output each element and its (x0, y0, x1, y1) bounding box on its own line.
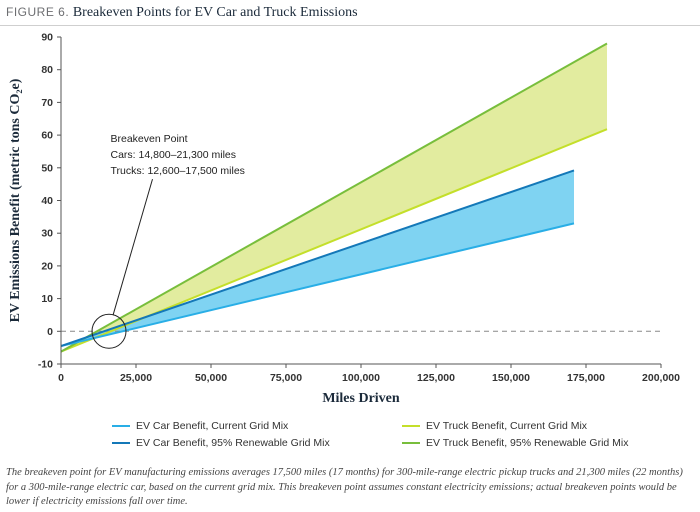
legend-label-car-renewable: EV Car Benefit, 95% Renewable Grid Mix (136, 437, 330, 449)
x-tick-label: 200,000 (642, 372, 680, 384)
legend-item-truck-current: EV Truck Benefit, Current Grid Mix (402, 420, 587, 432)
y-tick-label: 70 (41, 97, 53, 109)
legend-swatch-car-current (112, 425, 130, 427)
x-tick-label: 75,000 (270, 372, 302, 384)
annotation-cars: Cars: 14,800–21,300 miles (111, 149, 237, 161)
annotation-trucks: Trucks: 12,600–17,500 miles (111, 165, 245, 177)
y-tick-label: 60 (41, 130, 53, 142)
breakeven-circle (91, 313, 127, 349)
annotation-title: Breakeven Point (111, 133, 188, 145)
legend-swatch-truck-renewable (402, 442, 420, 444)
figure-label: FIGURE 6. (6, 5, 70, 19)
y-tick-label: 10 (41, 293, 53, 305)
y-axis-title: EV Emissions Benefit (metric tons CO₂e) (8, 78, 23, 322)
y-tick-label: 40 (41, 195, 53, 207)
breakeven-chart: -10 0 10 20 30 40 50 60 70 80 90 0 25,000 50,000 75,00… (8, 32, 680, 407)
series-line-truck-renewable (60, 42, 608, 353)
y-tick-label: 90 (41, 32, 53, 44)
figure-header: FIGURE 6. Breakeven Points for EV Car an… (6, 4, 358, 21)
x-tick-label: 175,000 (567, 372, 605, 384)
legend-label-truck-current: EV Truck Benefit, Current Grid Mix (426, 420, 588, 432)
y-tick-label: 20 (41, 260, 53, 272)
x-tick-label: 0 (58, 372, 64, 384)
y-tick-label: -10 (38, 359, 53, 371)
y-tick-label: 80 (41, 64, 53, 76)
x-tick-label: 25,000 (120, 372, 152, 384)
x-axis-title: Miles Driven (322, 391, 400, 406)
series-line-car-current (60, 222, 575, 347)
legend-item-car-current: EV Car Benefit, Current Grid Mix (112, 420, 288, 432)
legend-swatch-truck-current (402, 425, 420, 427)
series-line-car-renewable (60, 169, 575, 347)
header-divider (0, 25, 700, 26)
chart-legend: EV Car Benefit, Current Grid Mix EV Car … (0, 418, 700, 454)
y-tick-label: 0 (47, 326, 53, 338)
figure-title: Breakeven Points for EV Car and Truck Em… (72, 5, 358, 20)
x-tick-label: 150,000 (492, 372, 530, 384)
figure-caption: The breakeven point for EV manufacturing… (6, 467, 683, 507)
y-tick-label: 30 (41, 228, 53, 240)
legend-swatch-car-renewable (112, 442, 130, 444)
legend-item-car-renewable: EV Car Benefit, 95% Renewable Grid Mix (112, 437, 330, 449)
legend-item-truck-renewable: EV Truck Benefit, 95% Renewable Grid Mix (402, 437, 629, 449)
y-tick-label: 50 (41, 162, 53, 174)
x-tick-label: 50,000 (195, 372, 227, 384)
legend-label-car-current: EV Car Benefit, Current Grid Mix (136, 420, 289, 432)
legend-label-truck-renewable: EV Truck Benefit, 95% Renewable Grid Mix (426, 437, 629, 449)
x-tick-label: 125,000 (417, 372, 455, 384)
breakeven-leader-line (112, 178, 153, 316)
x-tick-label: 100,000 (342, 372, 380, 384)
